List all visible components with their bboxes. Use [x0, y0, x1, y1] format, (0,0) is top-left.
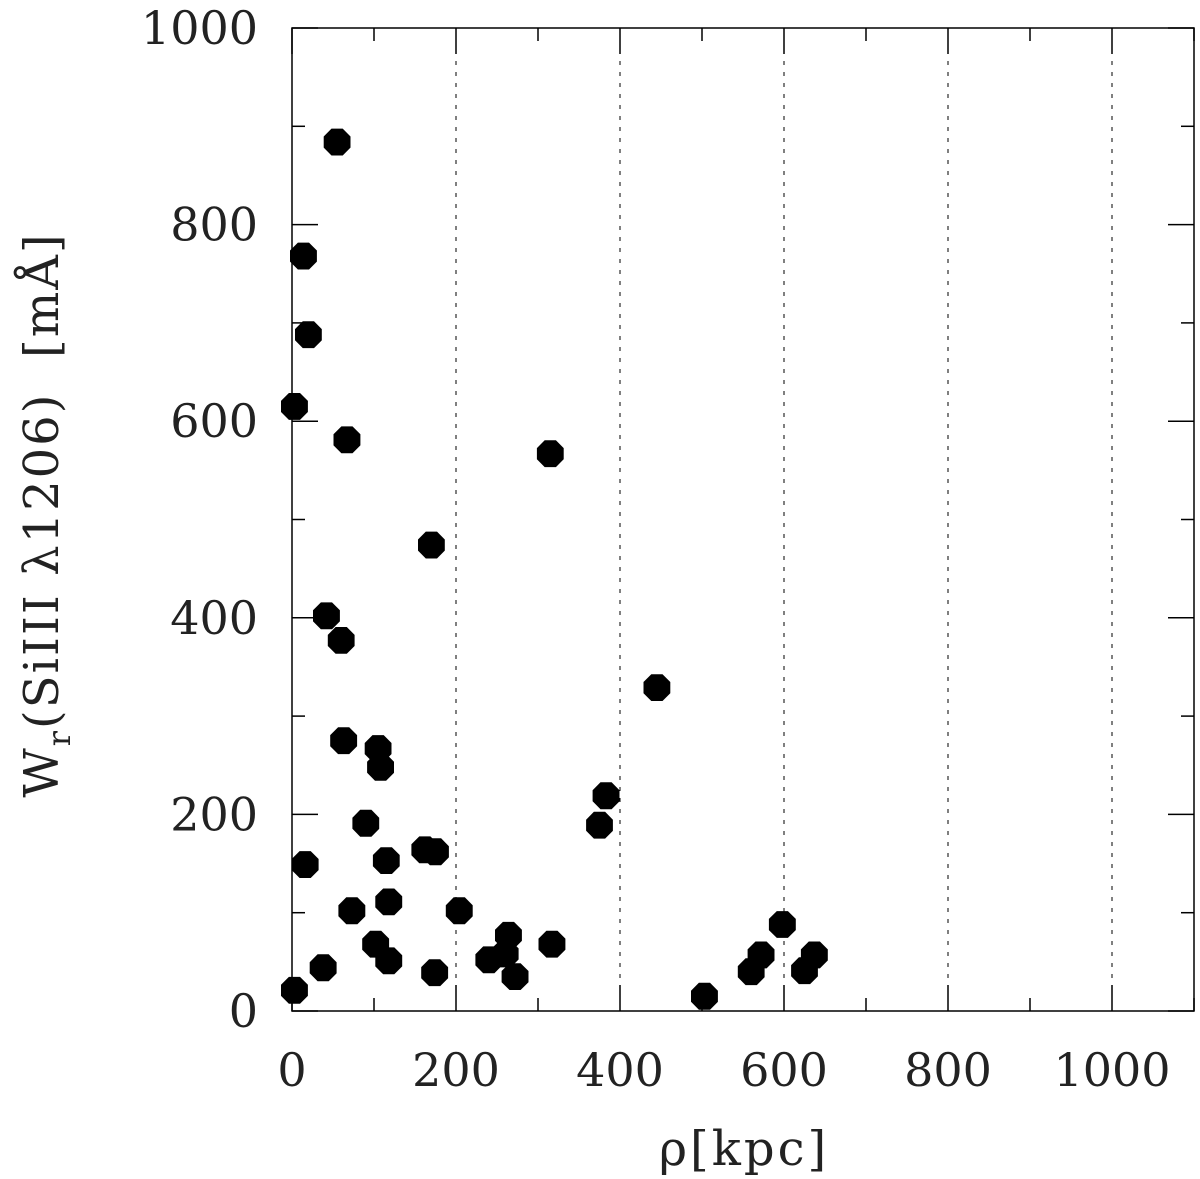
y-tick-label: 600 — [170, 394, 258, 448]
data-point — [375, 947, 403, 975]
x-axis-title: ρ[kpc] — [659, 1121, 829, 1177]
data-point — [333, 426, 361, 454]
x-tick-label: 200 — [412, 1043, 500, 1097]
data-point — [372, 847, 400, 874]
data-point — [422, 838, 449, 866]
y-tick-label: 0 — [229, 984, 258, 1038]
data-point — [367, 753, 394, 781]
data-point — [592, 782, 620, 810]
data-point — [327, 627, 355, 654]
data-point — [281, 976, 308, 1004]
data-point — [330, 727, 358, 755]
y-axis-title-rest: (SiIII λ1206) [mÅ] — [13, 232, 70, 729]
data-point — [338, 897, 366, 925]
y-axis-title-sub: r — [40, 729, 78, 746]
y-tick-label: 200 — [170, 787, 258, 841]
data-point — [445, 897, 473, 925]
data-point — [323, 128, 351, 156]
x-tick-label: 0 — [277, 1043, 306, 1097]
data-point — [281, 393, 308, 420]
data-point — [791, 957, 818, 985]
data-point — [691, 982, 718, 1010]
plot-frame — [291, 27, 1195, 1012]
data-point — [291, 851, 319, 878]
x-tick-label: 400 — [576, 1043, 664, 1097]
axis-ticks — [291, 27, 1195, 1012]
grid-lines — [455, 28, 1113, 1011]
data-point — [313, 602, 340, 630]
data-points — [281, 128, 828, 1010]
data-point — [501, 963, 529, 990]
y-tick-label: 1000 — [141, 1, 258, 55]
data-point — [418, 531, 445, 559]
y-axis-title-base: W — [14, 746, 70, 797]
data-point — [768, 911, 796, 938]
data-point — [586, 811, 613, 839]
data-point — [475, 946, 503, 974]
y-tick-label: 800 — [170, 198, 258, 252]
y-tick-label: 400 — [170, 591, 258, 645]
data-point — [421, 959, 449, 987]
data-point — [309, 954, 337, 982]
data-point — [352, 809, 380, 837]
x-tick-label: 800 — [904, 1043, 992, 1097]
x-tick-label: 600 — [740, 1043, 828, 1097]
data-point — [643, 674, 671, 701]
data-point — [538, 930, 566, 958]
y-tick-labels: 0 200 400 600 800 1000 — [141, 1, 258, 1038]
data-point — [737, 958, 765, 986]
data-point — [295, 321, 322, 349]
x-tick-labels: 0 200 400 600 800 1000 — [277, 1043, 1170, 1097]
data-point — [375, 888, 403, 916]
data-point — [536, 440, 564, 468]
data-point — [290, 242, 317, 270]
x-tick-label: 1000 — [1053, 1043, 1170, 1097]
y-axis-title: Wr(SiIII λ1206) [mÅ] — [13, 232, 78, 797]
